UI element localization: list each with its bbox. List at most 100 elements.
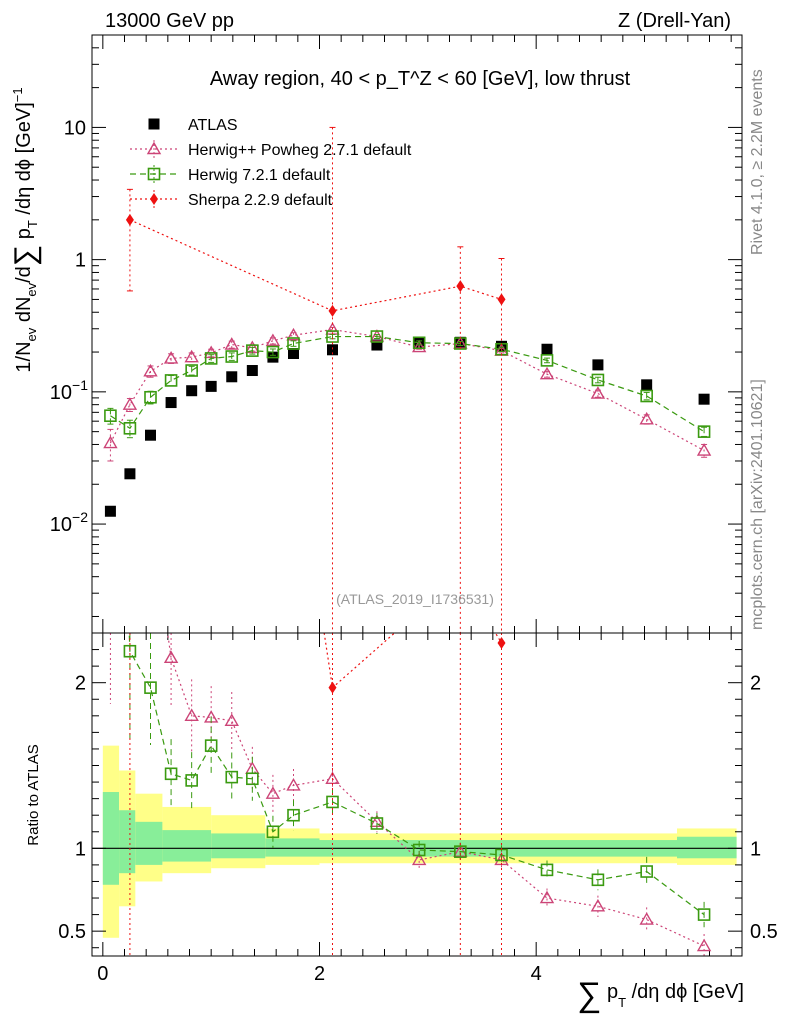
legend-label: Herwig 7.2.1 default: [188, 167, 331, 184]
data-point: [497, 293, 506, 306]
ratio-point: [370, 817, 384, 830]
ratio-series-line: [128, 633, 705, 916]
data-point: [125, 213, 134, 226]
ratio-series-line: [167, 633, 705, 947]
ratio-point: [185, 774, 198, 787]
data-point: [639, 411, 654, 425]
data-point: [696, 443, 712, 456]
green-band: [211, 833, 266, 859]
series-line: [110, 335, 705, 433]
header-energy-label: 13000 GeV pp: [105, 10, 234, 32]
ratio-uncertainty-bands: [92, 745, 742, 938]
data-point: [697, 425, 711, 438]
ratio-point: [224, 713, 239, 726]
data-point: [144, 390, 157, 404]
green-band: [102, 792, 120, 885]
main-plot-ticks: 10−2 10−1 1 10 0 2 4: [50, 34, 742, 985]
data-point: [456, 280, 465, 293]
ratio-y-tick-label: 2: [75, 673, 86, 695]
ratio-point: [286, 777, 301, 791]
ratio-point: [640, 865, 653, 878]
legend-label: Sherpa 2.2.9 default: [188, 192, 333, 209]
data-point: [412, 336, 426, 350]
data-point: [370, 330, 384, 343]
ratio-point: [144, 681, 157, 694]
data-point: [122, 397, 138, 410]
ratio-point: [328, 681, 337, 694]
x-tick-label: 0: [97, 963, 108, 985]
data-point: [224, 337, 239, 350]
data-point: [591, 373, 605, 387]
y-tick-label: 10−2: [50, 509, 88, 536]
data-point: [539, 366, 555, 380]
data-point: [640, 389, 653, 403]
data-point: [123, 422, 137, 435]
legend: ATLAS Herwig++ Powheg 2.7.1 default Herwig…: [130, 117, 412, 209]
data-point: [287, 337, 300, 350]
x-axis-label: ∑ pT /dη dϕ [GeV]: [577, 976, 744, 1014]
data-point: [266, 345, 280, 359]
data-point: [124, 468, 136, 480]
data-point: [163, 351, 179, 364]
data-point: [411, 339, 427, 353]
data-point: [265, 333, 281, 347]
legend-marker: [146, 141, 162, 155]
ratio-y-tick-label-right: 1: [750, 838, 761, 860]
ratio-point: [411, 852, 427, 866]
ratio-point: [539, 890, 555, 904]
main-plot-panel: 10−2 10−1 1 10 0 2 4 Away region, 40 < p_T^Z <…: [50, 34, 743, 985]
rivet-version-label: Rivet 4.1.0, ≥ 2.2M events: [749, 69, 766, 255]
ratio-point: [454, 845, 467, 858]
green-band: [265, 838, 320, 857]
ratio-point: [639, 912, 654, 925]
data-point: [204, 352, 218, 365]
ratio-plot-panel: 0.5 0.5 1 1 2 2: [58, 632, 778, 957]
data-point: [286, 327, 301, 341]
legend-label: ATLAS: [188, 117, 238, 134]
data-point: [246, 365, 258, 377]
data-point: [371, 339, 383, 351]
ratio-point: [412, 843, 426, 857]
data-point: [103, 435, 118, 449]
y-tick-label: 10−1: [50, 377, 88, 404]
data-point: [590, 386, 606, 399]
x-tick-label: 4: [531, 963, 542, 985]
data-point: [184, 349, 199, 363]
data-point: [246, 344, 259, 357]
ratio-plot-frame: [91, 632, 743, 957]
ratio-point: [204, 739, 218, 752]
ratio-point: [540, 863, 554, 877]
ratio-y-tick-label-right: 0.5: [750, 921, 778, 943]
ratio-point: [497, 636, 506, 649]
ratio-point: [287, 808, 300, 822]
ratio-point: [266, 825, 280, 839]
ratio-point: [696, 938, 712, 952]
ratio-y-tick-label-right: 2: [750, 673, 761, 695]
legend-label: Herwig++ Powheg 2.7.1 default: [188, 142, 412, 159]
ratio-point: [123, 644, 137, 658]
ratio-point: [164, 767, 178, 781]
data-point: [327, 344, 338, 356]
data-point: [143, 363, 158, 377]
ratio-point: [591, 873, 605, 887]
ratio-point: [265, 786, 281, 799]
ratio-point: [697, 908, 711, 921]
ratio-point: [163, 650, 179, 664]
data-point: [225, 350, 239, 363]
mcplots-credit-label: mcplots.cern.ch [arXiv:2401.10621]: [749, 379, 766, 630]
data-point: [104, 505, 116, 517]
data-point: [165, 397, 177, 409]
data-point: [496, 340, 507, 352]
data-point: [641, 379, 653, 391]
green-band: [162, 830, 212, 862]
ratio-y-tick-label: 1: [75, 838, 86, 860]
data-point: [369, 329, 385, 342]
legend-marker: [148, 118, 160, 130]
header-process-label: Z (Drell-Yan): [618, 10, 731, 32]
main-plot-series: [103, 126, 712, 634]
data-point: [145, 429, 156, 441]
series-line: [109, 328, 705, 452]
y-axis-label: 1/Nev dNev/d∑ pT /dη dϕ [GeV]−1: [9, 87, 42, 372]
ratio-y-tick-label: 0.5: [58, 921, 86, 943]
